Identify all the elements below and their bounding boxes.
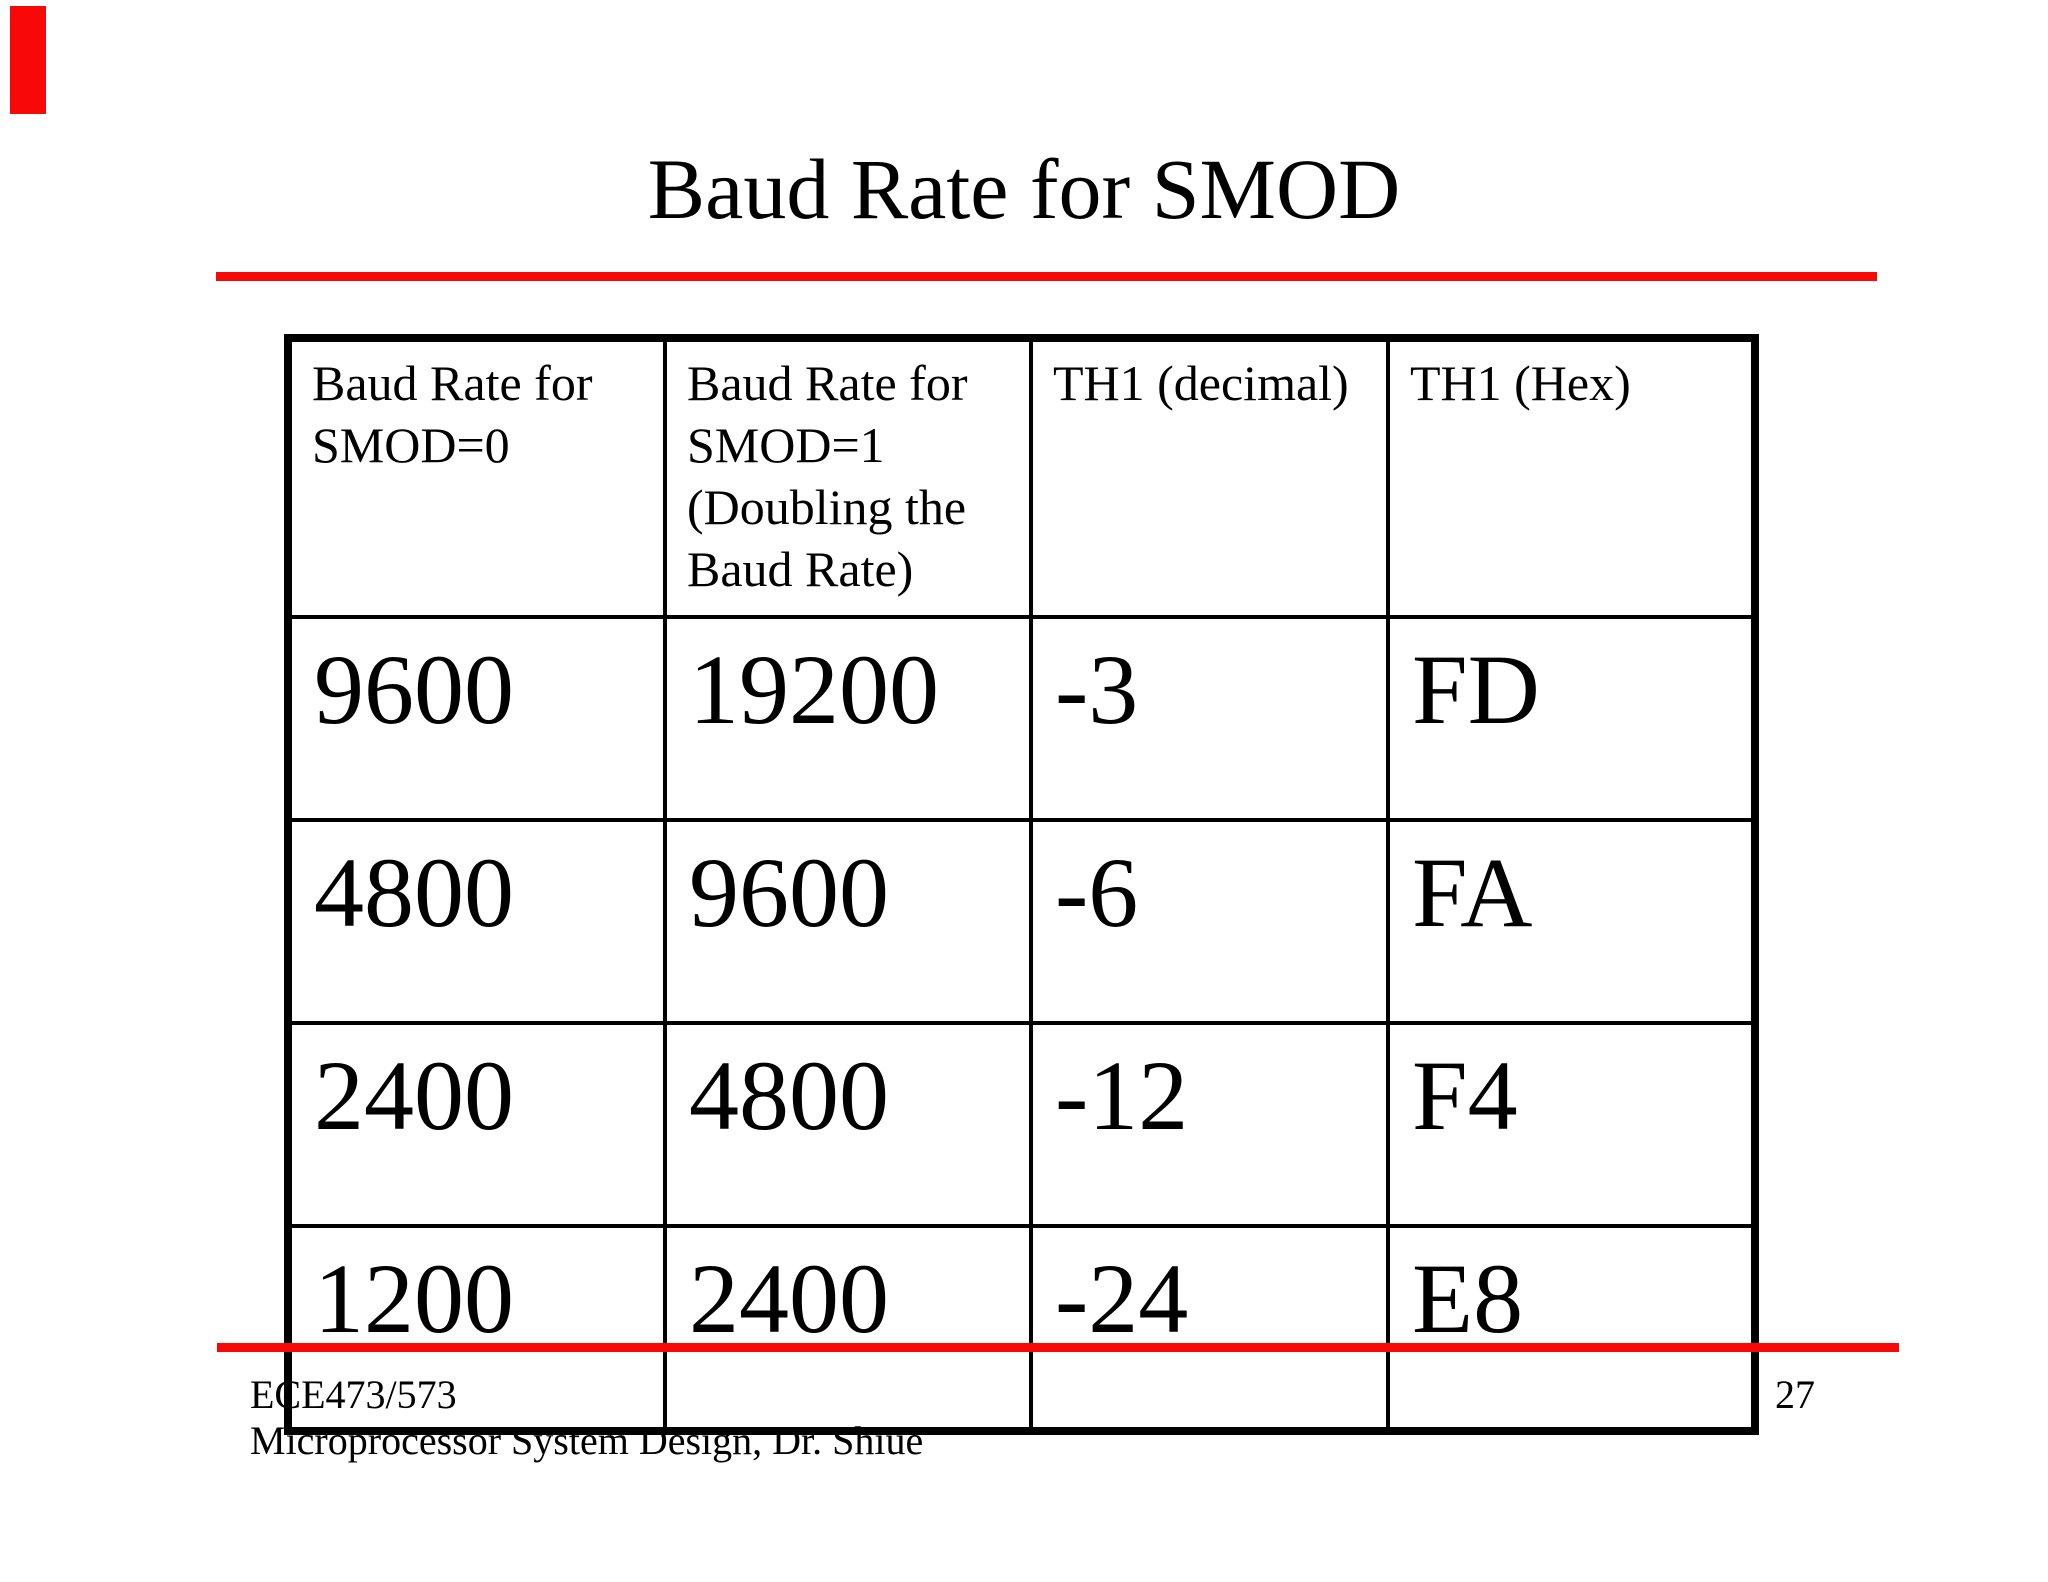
red-accent-bar <box>10 6 46 114</box>
footer-course-title: Microprocessor System Design, Dr. Shiue <box>250 1418 924 1463</box>
header-cell-th1-decimal: TH1 (decimal) <box>1029 336 1390 619</box>
table-row: 4800 9600 -6 FA <box>286 818 1757 1025</box>
page-number: 27 <box>1775 1372 1815 1417</box>
table-cell: 4800 <box>663 1021 1033 1228</box>
footer-rule <box>217 1343 1899 1352</box>
table-cell: -12 <box>1029 1021 1390 1228</box>
header-cell-th1-hex: TH1 (Hex) <box>1386 336 1757 619</box>
table-cell: 2400 <box>286 1021 667 1228</box>
baud-rate-table: Baud Rate for SMOD=0 Baud Rate for SMOD=… <box>284 334 1759 1435</box>
slide-title: Baud Rate for SMOD <box>647 141 1401 237</box>
title-underline-rule <box>216 272 1877 281</box>
table-row: 1200 2400 -24 E8 <box>286 1224 1757 1433</box>
table-cell: 2400 <box>663 1224 1033 1433</box>
table-cell: 1200 <box>286 1224 667 1433</box>
header-cell-smod0: Baud Rate for SMOD=0 <box>286 336 667 619</box>
footer-course-info: ECE473/573 Microprocessor System Design,… <box>250 1372 923 1464</box>
table-row: 9600 19200 -3 FD <box>286 615 1757 822</box>
table-cell: F4 <box>1386 1021 1757 1228</box>
table-cell: 19200 <box>663 615 1033 822</box>
table-cell: FA <box>1386 818 1757 1025</box>
table-header-row: Baud Rate for SMOD=0 Baud Rate for SMOD=… <box>286 336 1757 619</box>
table-cell: FD <box>1386 615 1757 822</box>
table-cell: -24 <box>1029 1224 1390 1433</box>
table-cell: E8 <box>1386 1224 1757 1433</box>
table-row: 2400 4800 -12 F4 <box>286 1021 1757 1228</box>
table-cell: 4800 <box>286 818 667 1025</box>
table-cell: 9600 <box>663 818 1033 1025</box>
table-cell: 9600 <box>286 615 667 822</box>
footer-course-number: ECE473/573 <box>250 1372 457 1417</box>
table-cell: -3 <box>1029 615 1390 822</box>
header-cell-smod1: Baud Rate for SMOD=1 (Doubling the Baud … <box>663 336 1033 619</box>
table-cell: -6 <box>1029 818 1390 1025</box>
